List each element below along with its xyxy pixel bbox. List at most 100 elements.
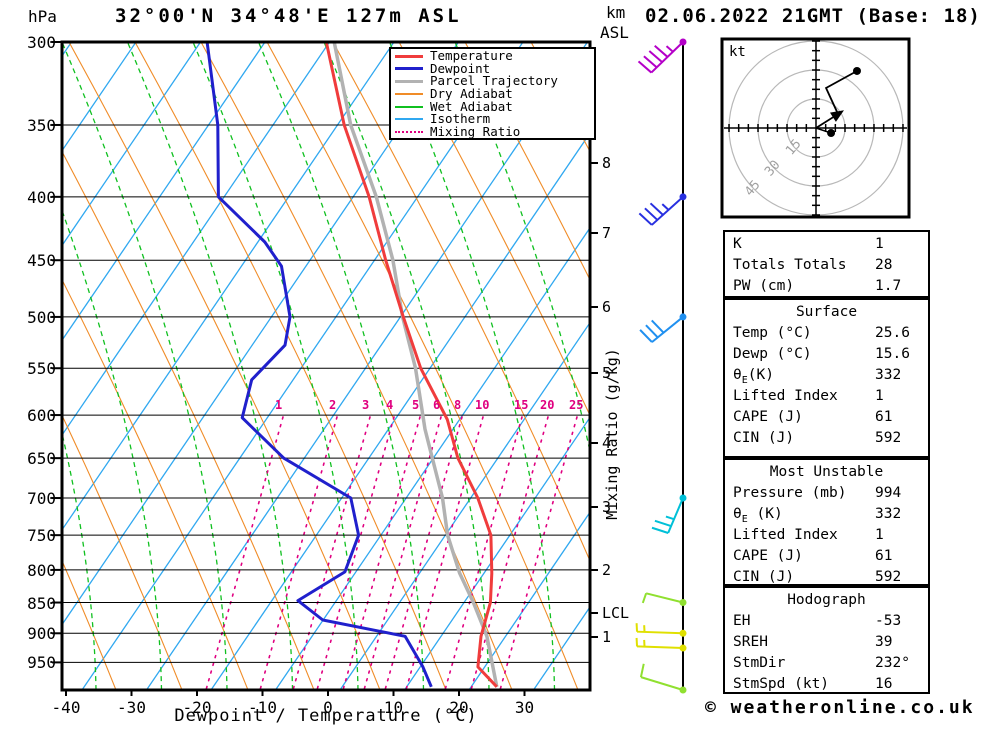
mixing-ratio-value-label: 2 [329,398,337,412]
pressure-tick-label: 750 [27,526,56,546]
mixing-ratio-line [470,416,549,689]
wind-barb-level-dot [679,313,687,321]
dry-adiabat-line [63,153,314,689]
mixing-ratio-value-label: 5 [412,398,420,412]
dry-adiabat-line [63,281,248,689]
km-tick-label: 3 [602,498,612,516]
mixing-ratio-line [292,416,371,689]
temp-tick-label: 0 [323,698,333,717]
isotherm-line [63,43,459,624]
mixing-ratio-line [342,416,421,689]
pressure-tick-label: 400 [27,187,56,207]
dry-adiabat-line [63,417,182,689]
info-row-value: 592 [875,569,902,585]
mixing-ratio-value-label: 20 [540,398,555,412]
info-section-most-unstable: Most Unstable Pressure (mb) 994 θE (K) 332 Li… [723,458,930,586]
km-tick-label: 8 [602,154,612,172]
hodograph-dot [827,129,836,138]
mixing-ratio-line [316,416,395,689]
info-row: PW (cm) 1.7 [725,276,928,297]
info-row-label: PW (cm) [733,278,795,294]
info-row-label: CAPE (J) [733,548,803,564]
legend-swatch-temperature [395,54,423,58]
wet-adiabat-line [258,43,425,689]
temp-tick-label: -40 [51,698,81,717]
pressure-tick-label: 450 [27,251,56,271]
legend-item: Parcel Trajectory [395,75,594,88]
info-row-value: 232° [875,655,910,671]
legend-label: Wet Adiabat [430,98,513,114]
legend-item: Dewpoint [395,62,594,76]
temp-tick-label: 30 [514,698,535,717]
wind-barb [637,38,687,74]
info-row-value: 1 [875,527,884,543]
wind-barb-level-dot [679,494,687,502]
wind-barb-level-dot [679,599,687,607]
info-row: SREH 39 [725,632,928,653]
plot-border [60,40,592,692]
wind-barb [638,193,687,226]
hodograph-dot [852,66,861,75]
copyright-footer: © weatheronline.co.uk [705,697,975,718]
dewpoint-curve [205,43,433,688]
info-row-value: 332 [875,367,902,383]
isotherm-line [469,513,589,689]
wet-adiabat-line [127,43,294,689]
info-row-label: CAPE (J) [733,409,803,425]
parcel-trajectory-curve [332,43,499,688]
pressure-tick-label: 350 [27,115,56,135]
pressure-tick-label: 850 [27,593,56,613]
info-row-value: 16 [875,676,893,692]
temp-tick-label: -30 [117,698,146,717]
mixing-ratio-value-label: 6 [433,398,441,412]
km-tick-label: 1 [602,628,612,646]
info-row-value: 39 [875,634,893,650]
info-row: Lifted Index 1 [725,386,928,407]
mixing-ratio-line [205,416,284,689]
info-row: EH -53 [725,611,928,632]
info-row-label: StmSpd (kt) [733,676,830,692]
info-row: CIN (J) 592 [725,428,928,449]
dry-adiabat-line [201,43,512,689]
hodograph-arrow [830,110,844,122]
info-row: Dewp (°C) 15.6 [725,344,928,365]
wet-adiabat-line [323,43,490,689]
wet-adiabat-line [389,43,556,689]
info-row: Totals Totals 28 [725,255,928,276]
info-row-value: 61 [875,548,893,564]
isotherm-line [63,43,330,435]
info-row-label: EH [733,613,751,629]
wind-barb-level-dot [679,644,687,652]
mixing-ratio-line [444,416,523,689]
isotherm-line [63,43,394,529]
mixing-ratio-value-label: 15 [514,398,529,412]
info-row-label: θE (K) [733,506,783,525]
info-row-value: 332 [875,506,902,522]
info-row: StmDir 232° [725,653,928,674]
dry-adiabat-line [267,43,578,689]
isotherm-line [340,323,589,689]
pressure-tick-label: 950 [27,653,56,673]
info-row-label: θE(K) [733,367,774,386]
info-section-indices: K 1 Totals Totals 28 PW (cm) 1.7 [723,230,930,298]
wind-barb [641,592,687,607]
wind-barb [635,623,687,637]
legend-label: Temperature [430,48,513,64]
info-row-value: -53 [875,613,902,629]
info-row-label: Totals Totals [733,257,847,273]
dry-adiabat-line [69,43,380,689]
mixing-ratio-line [259,416,338,689]
pressure-tick-label: 900 [27,624,56,644]
wind-barb [635,637,687,652]
mixing-ratio-line [384,416,463,689]
legend-swatch-parcel-trajectory [395,79,423,83]
info-section-hodograph: Hodograph EH -53 SREH 39 StmDir 232° StmSpd (kt… [723,586,930,694]
mixing-ratio-value-label: 8 [454,398,462,412]
info-row-value: 15.6 [875,346,910,362]
isotherm-line [63,43,265,340]
legend-item: Mixing Ratio [395,125,594,139]
km-tick-label: 2 [602,561,612,579]
legend-swatch-mixing-ratio [395,130,423,133]
